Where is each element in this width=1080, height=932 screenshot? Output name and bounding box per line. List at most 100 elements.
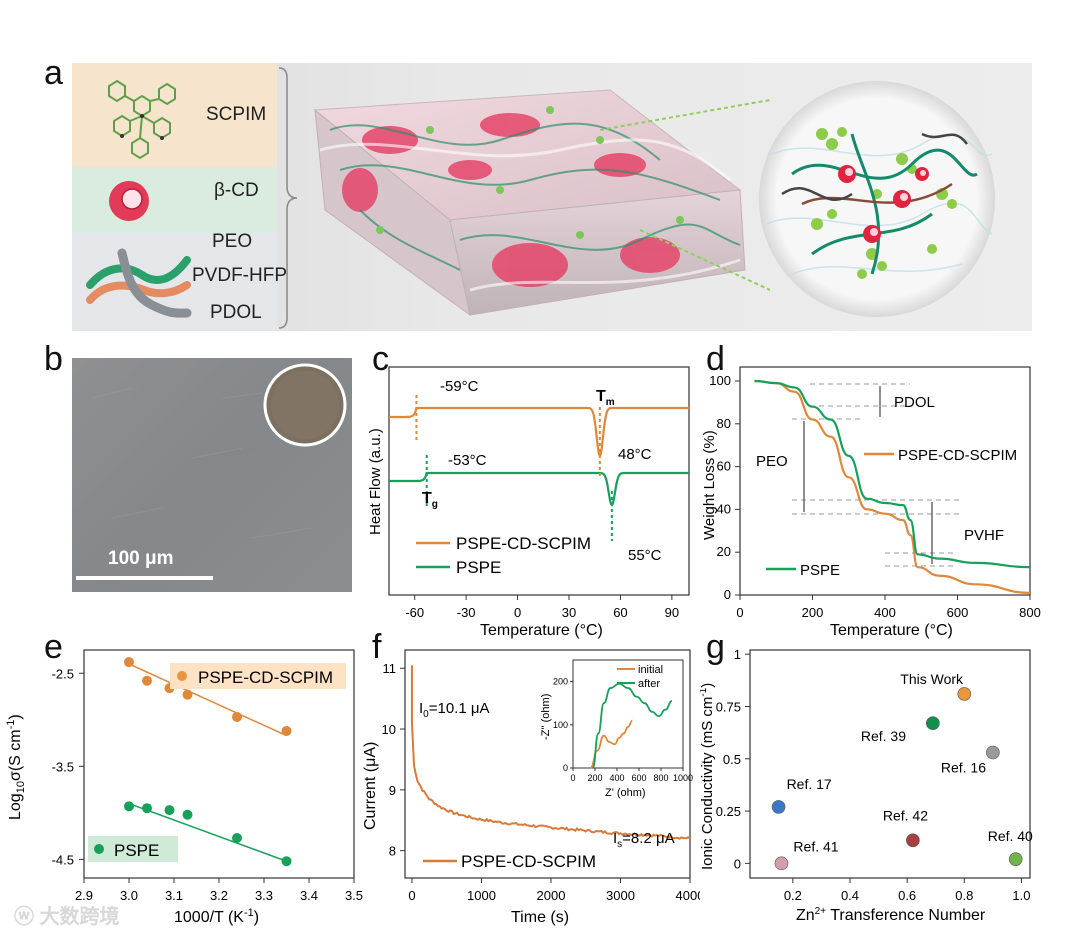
chart-c-curve-pspe-cd-scpim <box>389 406 689 459</box>
chart-g-point-label-ref-41: Ref. 41 <box>793 838 838 854</box>
chart-g-point-label-ref-17: Ref. 17 <box>787 776 832 792</box>
chart-g-point-ref-42 <box>906 833 920 848</box>
chart-f-xlabel: Time (s) <box>511 909 569 926</box>
beta-cd-label: β-CD <box>214 180 259 201</box>
chart-f-ytick-label: 9 <box>389 783 396 798</box>
i0-annotation: I0=10.1 μA <box>419 700 490 720</box>
membrane-3d-illustration <box>313 89 770 317</box>
chart-g-frame <box>749 649 1031 879</box>
inset-legend-after-label: after <box>638 678 660 690</box>
panel-b-letter: b <box>44 340 63 378</box>
sem-texture <box>91 387 313 539</box>
chart-d-xtick-label: 200 <box>802 605 824 620</box>
peo-label: PEO <box>212 231 253 252</box>
chart-g: 0.2 0.4 0.6 0.8 1.0 0 0.25 0.5 0.75 1 This Work Re… <box>700 647 1033 924</box>
chart-e-xtick-label: 3.1 <box>165 888 183 903</box>
chart-e-xtick-label: 3.2 <box>210 888 228 903</box>
chart-g-ytick-label: 0.75 <box>716 699 741 714</box>
inset-ytick-label: 0 <box>563 763 568 773</box>
chart-d-ylabel: Weight Loss (%) <box>701 430 718 540</box>
chart-d-xtick-label: 800 <box>1019 605 1041 620</box>
chart-g-ytick-label: 1 <box>734 647 741 662</box>
chart-f-xtick-label: 2000 <box>537 888 566 903</box>
inset-ylabel: -Z'' (ohm) <box>540 694 552 740</box>
chart-d-ytick-label: 80 <box>717 416 731 431</box>
chart-g-xtick-label: 0.8 <box>955 888 973 903</box>
inset-xtick-label: 400 <box>609 773 624 783</box>
chart-e: 2.9 3.0 3.1 3.2 3.3 3.4 3.5 -2.5 -3.5 -4.5 PSPE-C… <box>5 649 363 926</box>
inset-curve-after <box>591 682 673 769</box>
chart-c: -60 -30 0 30 60 90 -59°C -53°C 48°C 55°C Tm T… <box>367 366 690 639</box>
chart-e-point-pspe <box>142 803 152 814</box>
cd-box <box>72 167 277 233</box>
chart-g-xtick-label: 0.6 <box>898 888 916 903</box>
chart-e-xtick-label: 3.4 <box>300 888 318 903</box>
tg-green-label: -53°C <box>448 452 487 469</box>
inset-xlabel: Z' (ohm) <box>605 787 646 799</box>
scpim-box <box>72 63 277 167</box>
chart-e-point-pspe-cd-scpim <box>142 675 152 686</box>
panel-a-letter: a <box>44 54 63 92</box>
chart-c-xtick-label: 0 <box>514 605 521 620</box>
legend-e-orange-bg <box>170 663 346 689</box>
chart-f-frame <box>404 649 691 879</box>
chart-d-ytick-label: 20 <box>717 544 731 559</box>
panel-f-letter: f <box>372 628 382 666</box>
inset-xtick-label: 0 <box>570 773 575 783</box>
chart-d-curve-pspe <box>754 379 1031 569</box>
chart-g-point-ref-41 <box>774 856 789 871</box>
chart-e-point-pspe-cd-scpim <box>281 725 292 736</box>
inset-ytick-label: 100 <box>553 720 568 730</box>
tg-label: Tg <box>422 490 438 510</box>
chart-g-point-ref-39 <box>926 716 940 731</box>
is-annotation: Is=8.2 μA <box>613 830 675 850</box>
chart-c-xlabel: Temperature (°C) <box>480 622 603 639</box>
chart-e-point-pspe <box>232 832 242 843</box>
chart-e-ylabel: Log10σ(S cm-1) <box>5 714 27 820</box>
chart-e-ytick-label: -4.5 <box>52 852 74 867</box>
watermark: ⓦ 大数跨境 <box>14 906 120 928</box>
chart-e-ytick-label: -2.5 <box>52 666 74 681</box>
watermark-logo-icon: ⓦ <box>14 906 34 928</box>
legend-e-orange-marker <box>177 671 187 681</box>
panel-c-letter: c <box>372 340 389 378</box>
chart-g-point-label-ref-40: Ref. 40 <box>988 828 1033 844</box>
chart-f-ytick-label: 8 <box>389 844 396 859</box>
curly-brace <box>278 67 298 329</box>
chart-e-point-pspe <box>164 805 175 816</box>
chart-d-ytick-label: 60 <box>717 459 731 474</box>
chart-e-point-pspe-cd-scpim <box>182 689 193 700</box>
panel-e-letter: e <box>44 628 63 666</box>
chart-e-point-pspe <box>124 801 134 812</box>
chart-e-point-pspe <box>281 856 292 867</box>
photo-inset-circle <box>263 363 347 447</box>
inset-ytick-label: 200 <box>553 677 568 687</box>
pdol-label: PDOL <box>210 302 262 323</box>
pdol-label: PDOL <box>894 394 935 411</box>
chart-e-xtick-label: 3.3 <box>255 888 273 903</box>
legend-e-orange-label: PSPE-CD-SCPIM <box>198 668 333 687</box>
chart-g-point-ref-16 <box>986 745 1000 760</box>
chart-d-xtick-label: 600 <box>947 605 969 620</box>
inset-xtick-label: 1000 <box>673 773 693 783</box>
inset-legend-initial-label: initial <box>638 664 663 676</box>
chart-e-point-pspe-cd-scpim <box>124 657 134 668</box>
polymer-chains-icon <box>86 248 192 318</box>
pvhf-label: PVHF <box>964 527 1004 544</box>
chart-e-fit-pspe-cd-scpim <box>128 663 287 737</box>
chart-d-ytick-label: 40 <box>717 501 731 516</box>
scpim-label: SCPIM <box>206 104 267 125</box>
chart-f-ylabel: Current (μA) <box>362 742 379 830</box>
legend-d-orange-label: PSPE-CD-SCPIM <box>898 447 1017 464</box>
chart-g-point-ref-40 <box>1008 852 1023 866</box>
peo-label: PEO <box>756 453 788 470</box>
chart-g-xtick-label: 1.0 <box>1012 888 1030 903</box>
chart-e-fit-pspe <box>128 802 287 862</box>
chart-g-point-ref-17 <box>771 800 786 814</box>
inset-xtick-label: 200 <box>587 773 602 783</box>
chart-g-ytick-label: 0 <box>734 856 741 871</box>
scpim-molecule-icon <box>108 79 176 160</box>
chart-d-xlabel: Temperature (°C) <box>830 622 953 639</box>
legend-c-orange-label: PSPE-CD-SCPIM <box>456 534 591 553</box>
chart-g-point-label-ref-42: Ref. 42 <box>883 807 928 823</box>
